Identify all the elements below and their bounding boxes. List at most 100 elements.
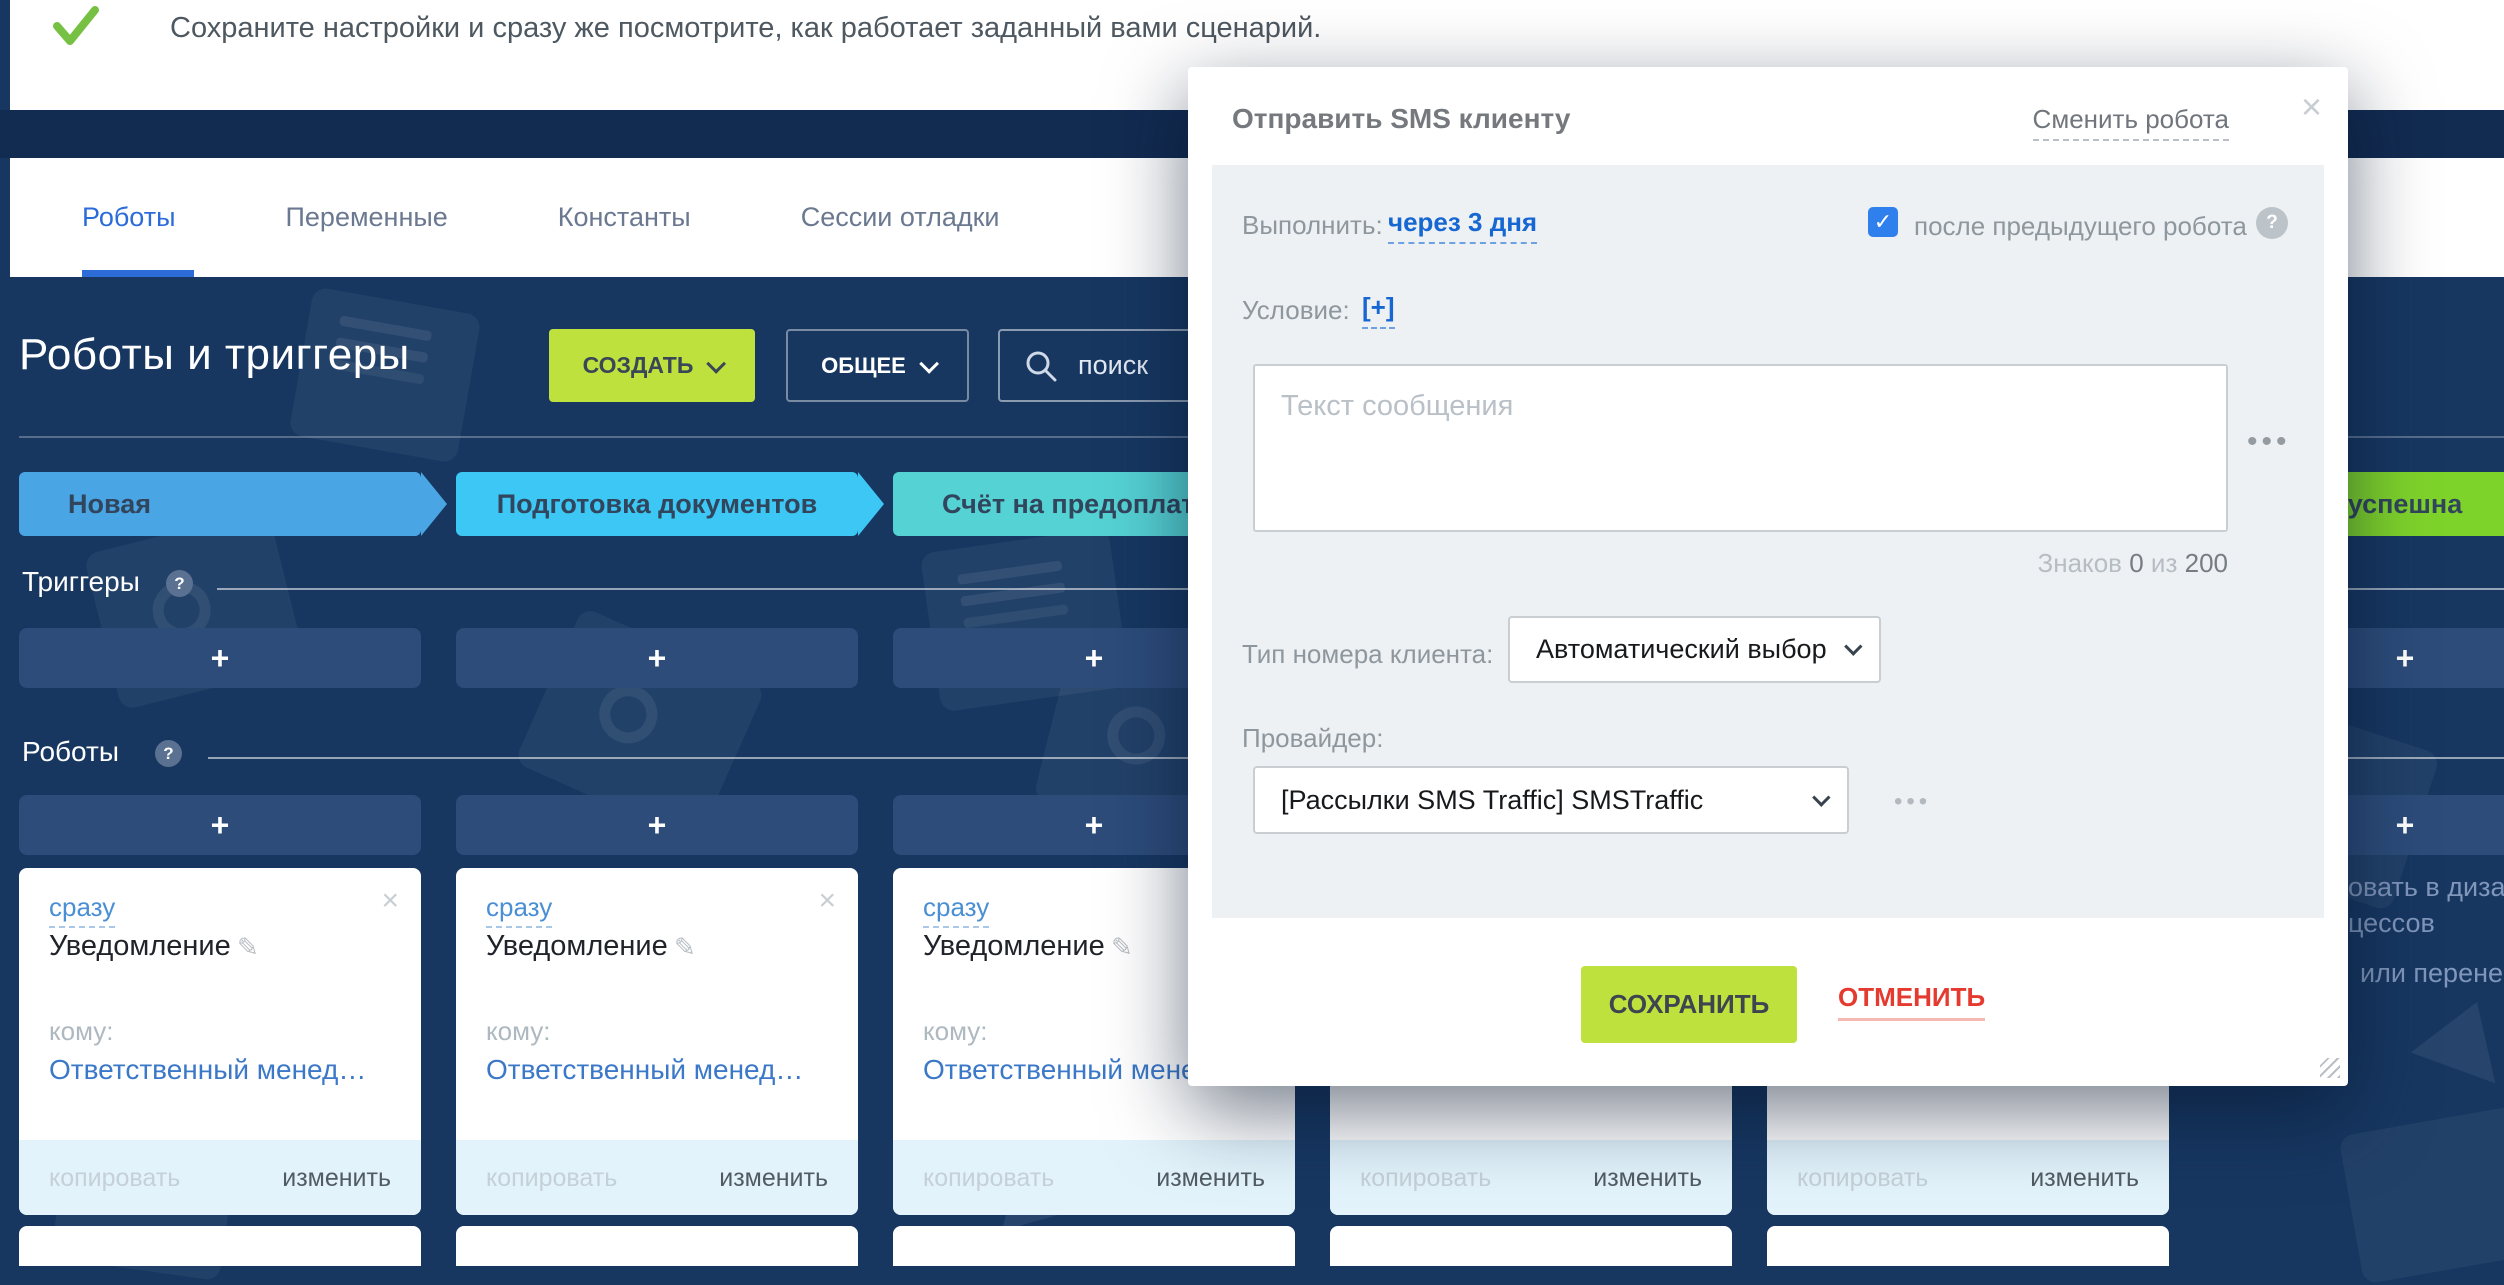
change-robot-link[interactable]: Сменить робота bbox=[2032, 104, 2229, 141]
copy-button[interactable]: копировать bbox=[1360, 1164, 1492, 1192]
chevron-down-icon bbox=[706, 353, 727, 374]
robot-card bbox=[456, 1226, 858, 1266]
copy-button[interactable]: копировать bbox=[49, 1164, 181, 1192]
edit-button[interactable]: изменить bbox=[1593, 1164, 1702, 1192]
page-title: Роботы и триггеры bbox=[19, 330, 410, 379]
copy-button[interactable]: копировать bbox=[923, 1164, 1055, 1192]
card-footer: копировать изменить bbox=[1330, 1140, 1732, 1215]
close-icon[interactable]: × bbox=[818, 884, 836, 917]
edit-button[interactable]: изменить bbox=[282, 1164, 391, 1192]
condition-add-link[interactable]: [+] bbox=[1362, 292, 1395, 329]
edit-pencil-icon[interactable]: ✎ bbox=[237, 932, 259, 962]
sms-robot-modal: Отправить SMS клиенту Сменить робота × В… bbox=[1188, 67, 2348, 1086]
after-previous-checkbox[interactable]: ✓ bbox=[1868, 207, 1898, 237]
resize-handle[interactable] bbox=[2320, 1058, 2340, 1078]
provider-more-icon[interactable]: ••• bbox=[1894, 788, 1932, 815]
robot-recipient-link[interactable]: Ответственный менед… bbox=[49, 1054, 367, 1085]
edit-pencil-icon[interactable]: ✎ bbox=[1111, 932, 1133, 962]
robot-card bbox=[1767, 1226, 2169, 1266]
copy-button[interactable]: копировать bbox=[486, 1164, 618, 1192]
card-footer: копировать изменить bbox=[456, 1140, 858, 1215]
provider-value: [Рассылки SMS Traffic] SMSTraffic bbox=[1281, 784, 1704, 815]
robot-card bbox=[1330, 1226, 1732, 1266]
chevron-down-icon bbox=[1812, 787, 1831, 807]
execute-value-link[interactable]: через 3 дня bbox=[1388, 207, 1538, 244]
filter-common-button[interactable]: ОБЩЕЕ bbox=[786, 329, 969, 402]
hint-text-fragment: овать в дизайн bbox=[2348, 872, 2504, 902]
modal-body: Выполнить: через 3 дня ✓ после предыдуще… bbox=[1212, 165, 2324, 918]
robot-card bbox=[893, 1226, 1295, 1266]
char-count: 0 bbox=[2129, 548, 2144, 578]
char-counter: Знаков 0 из 200 bbox=[2037, 548, 2228, 578]
message-more-icon[interactable]: ••• bbox=[2247, 425, 2291, 458]
execute-label: Выполнить: bbox=[1242, 210, 1383, 240]
robot-delay-link[interactable]: сразу bbox=[923, 892, 990, 928]
card-footer: копировать изменить bbox=[19, 1140, 421, 1215]
edit-pencil-icon[interactable]: ✎ bbox=[674, 932, 696, 962]
robot-to-label: кому: bbox=[49, 1016, 114, 1046]
add-robot-button[interactable]: + bbox=[19, 795, 421, 855]
edit-button[interactable]: изменить bbox=[719, 1164, 828, 1192]
message-text-input[interactable] bbox=[1253, 364, 2228, 532]
stage-docs[interactable]: Подготовка документов bbox=[456, 472, 884, 536]
card-footer: копировать изменить bbox=[893, 1140, 1295, 1215]
tab-constants[interactable]: Константы bbox=[557, 202, 691, 232]
active-tab-underline bbox=[82, 270, 194, 277]
card-footer: копировать изменить bbox=[1767, 1140, 2169, 1215]
edit-button[interactable]: изменить bbox=[2030, 1164, 2139, 1192]
close-icon[interactable]: × bbox=[381, 884, 399, 917]
after-previous-label: после предыдущего робота bbox=[1914, 211, 2247, 241]
background-shape bbox=[2410, 986, 2504, 1084]
add-trigger-button[interactable]: + bbox=[456, 628, 858, 688]
tab-variables[interactable]: Переменные bbox=[285, 202, 448, 232]
condition-label: Условие: bbox=[1242, 295, 1350, 325]
robot-to-label: кому: bbox=[923, 1016, 988, 1046]
add-robot-button[interactable]: + bbox=[456, 795, 858, 855]
help-icon[interactable]: ? bbox=[2256, 207, 2288, 239]
robot-to-label: кому: bbox=[486, 1016, 551, 1046]
stage-new[interactable]: Новая bbox=[19, 472, 447, 536]
search-icon bbox=[1026, 351, 1057, 381]
robots-section-label: Роботы bbox=[22, 736, 119, 767]
notice-text: Сохраните настройки и сразу же посмотрит… bbox=[170, 12, 1322, 44]
robot-delay-link[interactable]: сразу bbox=[49, 892, 116, 928]
create-button[interactable]: СОЗДАТЬ bbox=[549, 329, 755, 402]
triggers-help-icon[interactable]: ? bbox=[166, 570, 193, 597]
number-type-label: Тип номера клиента: bbox=[1242, 639, 1494, 669]
robot-card: сразу × Уведомление ✎ кому: Ответственны… bbox=[19, 868, 421, 1215]
robot-title: Уведомление bbox=[486, 930, 668, 962]
number-type-value: Автоматический выбор bbox=[1536, 634, 1827, 664]
robot-card: сразу × Уведомление ✎ кому: Ответственны… bbox=[456, 868, 858, 1215]
robot-recipient-link[interactable]: Ответственный менед… bbox=[486, 1054, 804, 1085]
number-type-select[interactable]: Автоматический выбор bbox=[1508, 616, 1881, 683]
filter-common-label: ОБЩЕЕ bbox=[821, 352, 906, 378]
robot-recipient-link[interactable]: Ответственный менед… bbox=[923, 1054, 1241, 1085]
robot-delay-link[interactable]: сразу bbox=[486, 892, 553, 928]
edit-button[interactable]: изменить bbox=[1156, 1164, 1265, 1192]
chevron-down-icon bbox=[919, 353, 939, 374]
cancel-button[interactable]: ОТМЕНИТЬ bbox=[1838, 982, 1986, 1021]
stage-arrow bbox=[421, 472, 447, 536]
modal-title: Отправить SMS клиенту bbox=[1232, 103, 1571, 134]
save-button[interactable]: СОХРАНИТЬ bbox=[1581, 966, 1797, 1043]
hint-text-fragment: или перенести bbox=[2360, 958, 2504, 988]
add-trigger-button[interactable]: + bbox=[19, 628, 421, 688]
provider-label: Провайдер: bbox=[1242, 723, 1384, 753]
stage-arrow bbox=[858, 472, 884, 536]
triggers-section-label: Триггеры bbox=[22, 566, 140, 597]
robot-card bbox=[19, 1226, 421, 1266]
char-max: 200 bbox=[2184, 548, 2228, 578]
tab-robots[interactable]: Роботы bbox=[82, 202, 176, 232]
chevron-down-icon bbox=[1844, 637, 1863, 656]
robots-help-icon[interactable]: ? bbox=[155, 740, 182, 767]
close-icon[interactable]: × bbox=[2300, 86, 2322, 127]
robot-title: Уведомление bbox=[49, 930, 231, 962]
background-shape bbox=[2338, 1105, 2504, 1285]
copy-button[interactable]: копировать bbox=[1797, 1164, 1929, 1192]
create-button-label: СОЗДАТЬ bbox=[582, 352, 694, 378]
robot-title: Уведомление bbox=[923, 930, 1105, 962]
hint-text-fragment: цессов bbox=[2348, 908, 2435, 938]
tab-debug-sessions[interactable]: Сессии отладки bbox=[800, 202, 1000, 232]
success-check-icon bbox=[53, 6, 99, 45]
provider-select[interactable]: [Рассылки SMS Traffic] SMSTraffic bbox=[1253, 766, 1849, 834]
